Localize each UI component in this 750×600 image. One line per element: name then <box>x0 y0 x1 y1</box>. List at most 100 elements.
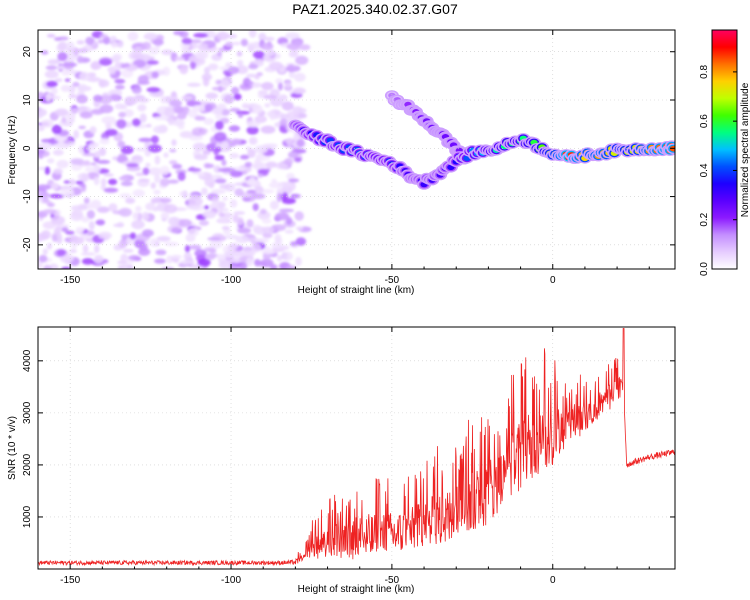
spectrogram-noise-blob <box>73 209 84 218</box>
spectrogram-noise-blob <box>70 158 85 165</box>
snr-x-tick-label: 0 <box>550 575 556 586</box>
spectrogram-noise-blob <box>263 94 277 100</box>
spectrogram-noise-blob <box>246 73 257 78</box>
spectrogram-noise-blob <box>44 70 59 79</box>
spectrogram-noise-blob <box>86 146 96 151</box>
spectrogram-noise-blob <box>125 197 136 204</box>
spectrogram-noise-blob <box>244 161 253 168</box>
spectrogram-noise-blob <box>215 146 222 153</box>
spectrogram-noise-blob <box>248 81 254 86</box>
spectrogram-noise-blob <box>168 216 180 226</box>
spectrogram-noise-blob <box>295 256 302 266</box>
spectrogram-noise-blob <box>101 116 116 125</box>
spectrogram-noise-blob <box>69 249 77 254</box>
spectrogram-noise-blob <box>52 149 64 156</box>
spectrogram-noise-blob <box>225 41 234 47</box>
spectrogram-noise-blob <box>163 204 178 214</box>
spectrogram-noise-blob <box>99 59 112 66</box>
spectrogram-noise-blob <box>42 248 48 255</box>
spectrogram-noise-blob <box>166 255 173 264</box>
spectrogram-noise-blob <box>83 197 90 204</box>
spectrogram-noise-blob <box>51 86 58 96</box>
snr-x-label: Height of straight line (km) <box>298 584 415 595</box>
spectrogram-noise-blob <box>163 152 169 158</box>
spectrogram-noise-blob <box>251 104 263 114</box>
spectrogram-x-tick-label: -50 <box>385 275 400 286</box>
spectrogram-noise-blob <box>55 226 62 231</box>
spectrogram-x-tick-label: -150 <box>60 275 80 286</box>
spectrogram-noise-blob <box>66 41 75 51</box>
spectrogram-noise-blob <box>233 93 242 101</box>
spectrogram-noise-blob <box>56 159 69 169</box>
spectrogram-noise-blob <box>146 60 159 65</box>
spectrogram-noise-blob <box>129 232 137 240</box>
spectrogram-noise-blob <box>150 135 159 144</box>
spectrogram-noise-blob <box>154 241 160 247</box>
spectrogram-noise-blob <box>214 155 225 161</box>
spectrogram-noise-blob <box>230 242 238 250</box>
spectrogram-noise-blob <box>295 237 307 246</box>
spectrogram-noise-blob <box>161 49 174 56</box>
spectrogram-y-tick-label: 0 <box>22 145 33 151</box>
spectrogram-noise-blob <box>86 76 101 83</box>
spectrogram-noise-blob <box>86 202 94 209</box>
spectrogram-noise-blob <box>76 55 84 64</box>
spectrogram-noise-blob <box>40 230 51 240</box>
spectrogram-noise-blob <box>61 116 67 124</box>
spectrogram-noise-blob <box>208 63 219 71</box>
spectrogram-noise-blob <box>154 155 161 165</box>
spectrogram-noise-blob <box>186 82 201 87</box>
spectrogram-noise-blob <box>151 71 159 79</box>
spectrogram-noise-blob <box>132 212 139 220</box>
spectrogram-noise-blob <box>65 51 76 61</box>
colorbar-ticks: 0.0 0.2 0.4 0.6 0.8 <box>699 64 737 276</box>
spectrogram-noise-blob <box>119 176 129 181</box>
spectrogram-noise-blob <box>82 152 96 157</box>
spectrogram-noise-blob <box>120 145 134 155</box>
spectrogram-noise-blob <box>221 226 230 230</box>
snr-series-line <box>38 328 675 567</box>
spectrogram-noise-blob <box>188 134 203 141</box>
spectrogram-y-tick-label: -10 <box>22 189 33 204</box>
spectrogram-noise-blob <box>232 257 241 264</box>
spectrogram-noise-blob <box>94 150 101 158</box>
spectrogram-noise-blob <box>114 78 126 84</box>
spectrogram-noise-blob <box>296 138 305 148</box>
spectrogram-noise-blob <box>248 136 258 145</box>
spectrogram-noise-blob <box>39 192 50 199</box>
spectrogram-noise-blob <box>114 61 122 71</box>
snr-frame <box>37 326 676 570</box>
spectrogram-noise-blob <box>271 224 286 232</box>
spectrogram-noise-blob <box>192 142 206 152</box>
spectrogram-noise-blob <box>153 125 166 134</box>
spectrogram-noise-blob <box>219 66 231 71</box>
colorbar-tick-label: 0.0 <box>699 262 710 276</box>
spectrogram-noise-blob <box>41 50 49 55</box>
spectrogram-noise-blob <box>45 65 58 70</box>
spectrogram-noise-blob <box>110 35 117 42</box>
spectrogram-noise-blob <box>187 168 202 172</box>
spectrogram-noise-blob <box>124 62 130 68</box>
spectrogram-noise-blob <box>260 258 274 268</box>
spectrogram-noise-blob <box>154 258 166 264</box>
spectrogram-noise-blob <box>38 148 45 155</box>
spectrogram-noise-blob <box>76 40 85 45</box>
spectrogram-noise-blob <box>257 168 270 174</box>
snr-x-tick-label: -100 <box>221 575 241 586</box>
spectrogram-noise-blob <box>216 31 229 41</box>
spectrogram-noise-blob <box>94 244 100 254</box>
spectrogram-noise-blob <box>230 138 242 145</box>
spectrogram-noise-blob <box>179 131 193 139</box>
spectrogram-noise-blob <box>143 32 158 41</box>
spectrogram-noise-blob <box>81 252 96 256</box>
spectrogram-noise-blob <box>170 254 183 259</box>
spectrogram-noise-blob <box>240 38 248 47</box>
spectrogram-noise-blob <box>72 81 80 87</box>
spectrogram-noise-blob <box>292 193 301 199</box>
spectrogram-noise-blob <box>49 193 65 199</box>
spectrogram-noise-blob <box>276 192 282 203</box>
spectrogram-noise-blob <box>204 163 215 169</box>
spectrogram-noise-blob <box>42 197 50 204</box>
spectrogram-frame <box>37 29 676 270</box>
spectrogram-noise-blob <box>235 110 250 115</box>
